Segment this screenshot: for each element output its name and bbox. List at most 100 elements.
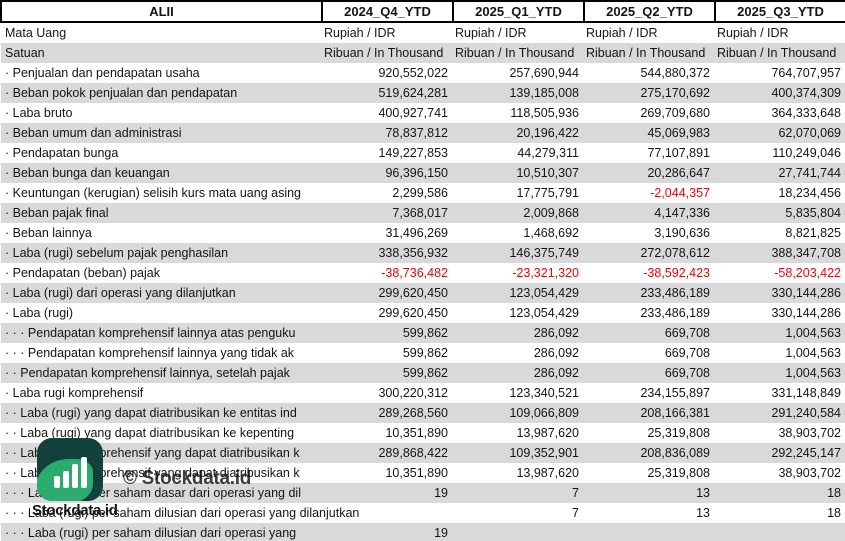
table-row: · Beban bunga dan keuangan 96,396,150 10,5… <box>1 163 845 183</box>
period-header: 2024_Q4_YTD <box>321 0 454 23</box>
row-label: · · Laba (rugi) yang dapat diatribusikan… <box>5 406 297 420</box>
table-row: · · Laba rugi komprehensif yang dapat di… <box>1 443 845 463</box>
value-cell: 7 <box>572 486 579 500</box>
value-cell <box>715 523 845 541</box>
value-cell <box>584 523 715 541</box>
table-row: · Beban pokok penjualan dan pendapatan 51… <box>1 83 845 103</box>
table-row: · Beban lainnya 31,496,269 1,468,692 3,190,… <box>1 223 845 243</box>
value-cell: 139,185,008 <box>509 86 579 100</box>
value-cell: 109,352,901 <box>509 446 579 460</box>
table-row: · · Pendapatan komprehensif lainnya, set… <box>1 363 845 383</box>
row-label: Satuan <box>5 46 45 60</box>
value-cell: 400,374,309 <box>771 86 841 100</box>
table-row: · Penjualan dan pendapatan usaha 920,552,… <box>1 63 845 83</box>
row-label: · Beban lainnya <box>5 226 92 240</box>
value-cell: 7,368,017 <box>392 206 448 220</box>
row-label: · · · Pendapatan komprehensif lainnya at… <box>5 326 296 340</box>
row-label: · · Laba (rugi) yang dapat diatribusikan… <box>5 426 295 440</box>
table-body: Mata Uang Rupiah / IDR Rupiah / IDR Rupiah … <box>1 22 845 541</box>
value-cell: -58,203,422 <box>774 266 841 280</box>
row-label: · · · Laba (rugi) per saham dilusian dar… <box>5 526 297 540</box>
value-cell: 18,234,456 <box>778 186 841 200</box>
row-label: · Laba (rugi) dari operasi yang dilanjut… <box>5 286 236 300</box>
value-cell: 19 <box>434 526 448 540</box>
value-cell: 272,078,612 <box>640 246 710 260</box>
table-row: · · · Laba (rugi) per saham dilusian dar… <box>1 523 845 541</box>
value-cell: 19 <box>434 486 448 500</box>
value-cell: Ribuan / In Thousand <box>717 46 837 60</box>
value-cell: 149,227,853 <box>378 146 448 160</box>
value-cell: 25,319,808 <box>647 426 710 440</box>
value-cell: 289,868,422 <box>378 446 448 460</box>
value-cell: 669,708 <box>664 366 710 380</box>
value-cell: 25,319,808 <box>647 466 710 480</box>
value-cell: 330,144,286 <box>771 286 841 300</box>
value-cell: 13,987,620 <box>516 466 579 480</box>
value-cell: Ribuan / In Thousand <box>586 46 706 60</box>
value-cell: Rupiah / IDR <box>717 26 789 40</box>
value-cell: 299,620,450 <box>378 306 448 320</box>
table-row: · Keuntungan (kerugian) selisih kurs mat… <box>1 183 845 203</box>
row-label: · Pendapatan (beban) pajak <box>5 266 160 280</box>
table-row: · Beban umum dan administrasi 78,837,812 2… <box>1 123 845 143</box>
value-cell: 123,054,429 <box>509 306 579 320</box>
value-cell: 8,821,825 <box>785 226 841 240</box>
value-cell <box>453 523 584 541</box>
row-label: · Laba bruto <box>5 106 73 120</box>
value-cell: 4,147,336 <box>654 206 710 220</box>
table-row: · · Laba (rugi) yang dapat diatribusikan… <box>1 423 845 443</box>
value-cell: 118,505,936 <box>510 106 579 120</box>
table-row: · · · Laba (rugi) per saham dilusian dar… <box>1 503 845 523</box>
value-cell: 13 <box>696 486 710 500</box>
value-cell: 123,054,429 <box>509 286 579 300</box>
value-cell: Rupiah / IDR <box>324 26 396 40</box>
bar-chart-icon <box>37 456 103 488</box>
value-cell: 289,268,560 <box>378 406 448 420</box>
stock-code-header: ALII <box>0 0 323 23</box>
row-label: · Laba (rugi) sebelum pajak penghasilan <box>5 246 229 260</box>
table-row: · Laba (rugi) 299,620,450 123,054,429 233,4… <box>1 303 845 323</box>
value-cell: 599,862 <box>402 366 448 380</box>
value-cell: 291,240,584 <box>771 406 841 420</box>
value-cell: 364,333,648 <box>771 106 841 120</box>
value-cell: 1,004,563 <box>785 346 841 360</box>
value-cell: 400,927,741 <box>378 106 448 120</box>
table-row: · Laba (rugi) sebelum pajak penghasilan 3… <box>1 243 845 263</box>
table-row: · · · Pendapatan komprehensif lainnya at… <box>1 323 845 343</box>
value-cell: 10,510,307 <box>516 166 579 180</box>
period-header: 2025_Q1_YTD <box>452 0 585 23</box>
value-cell: 110,249,046 <box>772 146 841 160</box>
value-cell: 519,624,281 <box>378 86 448 100</box>
value-cell: 1,004,563 <box>785 366 841 380</box>
row-label: · Laba (rugi) <box>5 306 74 320</box>
value-cell: 44,279,311 <box>517 146 579 160</box>
value-cell: 78,837,812 <box>385 126 448 140</box>
stockdata-logo <box>37 438 103 501</box>
value-cell: 13,987,620 <box>516 426 579 440</box>
row-label: · Pendapatan bunga <box>5 146 119 160</box>
value-cell: 123,340,521 <box>509 386 579 400</box>
table-row: · Pendapatan (beban) pajak -38,736,482 -23… <box>1 263 845 283</box>
row-label: · Laba rugi komprehensif <box>5 386 144 400</box>
value-cell: 7 <box>572 506 579 520</box>
value-cell: -2,044,357 <box>650 186 710 200</box>
table-row: Mata Uang Rupiah / IDR Rupiah / IDR Rupiah … <box>1 22 845 43</box>
value-cell: 38,903,702 <box>778 466 841 480</box>
value-cell: 20,286,647 <box>647 166 710 180</box>
value-cell: Rupiah / IDR <box>455 26 527 40</box>
value-cell: -38,736,482 <box>381 266 448 280</box>
value-cell: 27,741,744 <box>778 166 841 180</box>
value-cell: 1,468,692 <box>523 226 579 240</box>
value-cell: 18 <box>827 486 841 500</box>
value-cell: 286,092 <box>533 366 579 380</box>
row-label: · Beban bunga dan keuangan <box>5 166 170 180</box>
value-cell: 388,347,708 <box>771 246 841 260</box>
value-cell: 208,166,381 <box>640 406 710 420</box>
table-row: · Pendapatan bunga 149,227,853 44,279,311 7… <box>1 143 845 163</box>
value-cell: 330,144,286 <box>771 306 841 320</box>
row-label: · · · Laba (rugi) per saham dilusian dar… <box>5 506 360 520</box>
value-cell: 45,069,983 <box>647 126 710 140</box>
row-label: · Keuntungan (kerugian) selisih kurs mat… <box>5 186 302 200</box>
row-label: · · Pendapatan komprehensif lainnya, set… <box>5 366 290 380</box>
value-cell: 764,707,957 <box>771 66 841 80</box>
